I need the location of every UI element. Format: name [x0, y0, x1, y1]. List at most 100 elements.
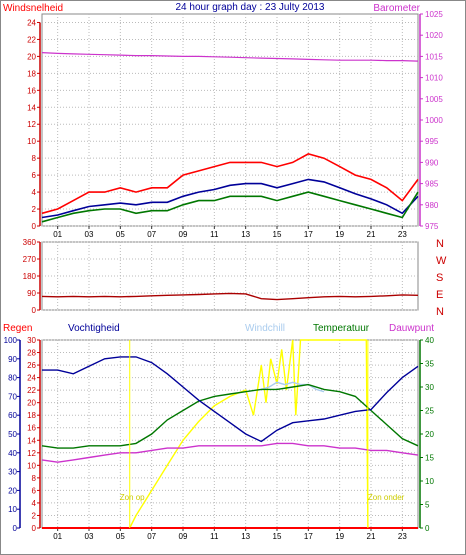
humidity-axis-tick-label: 90 — [8, 355, 17, 364]
direction-left-tick-label: 180 — [23, 272, 37, 281]
temp-right-tick-label: 25 — [425, 407, 434, 416]
wind-left-tick-label: 24 — [27, 18, 36, 27]
temp-right-tick-label: 20 — [425, 430, 434, 439]
temp-right-tick-label: 5 — [425, 501, 430, 510]
solar-line — [129, 339, 369, 529]
wind-left-tick-label: 18 — [27, 69, 36, 78]
dauwpunt-label: Dauwpunt — [389, 323, 434, 334]
temp-left-tick-label: 10 — [27, 461, 36, 470]
vochtigheid-line — [42, 356, 419, 443]
avg-line — [41, 178, 419, 219]
wind-x-tick-label: 05 — [116, 230, 125, 239]
temp-x-tick-label: 19 — [335, 532, 344, 541]
humidity-axis-tick-label: 80 — [8, 374, 17, 383]
wind-x-tick-label: 21 — [367, 230, 376, 239]
humidity-axis-tick-label: 0 — [13, 524, 18, 533]
temp-x-tick-label: 13 — [241, 532, 250, 541]
temp-left-tick-label: 26 — [27, 361, 36, 370]
direction-left-tick-label: 270 — [23, 255, 37, 264]
temp-x-tick-label: 23 — [398, 532, 407, 541]
wind-left-tick-label: 8 — [32, 154, 37, 163]
direction-letter: W — [436, 255, 447, 267]
temp-left-tick-label: 12 — [27, 449, 36, 458]
humidity-axis-tick-label: 40 — [8, 449, 17, 458]
humidity-axis-tick-label: 70 — [8, 392, 17, 401]
temperatuur-line — [41, 383, 419, 449]
windchill-line — [261, 381, 325, 393]
temp-x-tick-label: 15 — [273, 532, 282, 541]
temp-right-tick-label: 10 — [425, 477, 434, 486]
temp-x-tick-label: 21 — [367, 532, 376, 541]
humidity-axis-tick-label: 20 — [8, 486, 17, 495]
wind-x-tick-label: 09 — [179, 230, 188, 239]
direction-letter: N — [436, 306, 444, 318]
wind-x-tick-label: 17 — [304, 230, 313, 239]
direction-left-tick-label: 360 — [23, 238, 37, 247]
temp-x-tick-label: 03 — [85, 532, 94, 541]
temp-x-tick-label: 01 — [53, 532, 62, 541]
regen-label: Regen — [3, 323, 32, 334]
vochtigheid-label: Vochtigheid — [68, 323, 120, 334]
wind-left-tick-label: 2 — [32, 205, 37, 214]
sunset-label: Zon onder — [368, 493, 405, 502]
barometer-line — [41, 52, 419, 62]
sunrise-label: Zon op — [120, 493, 145, 502]
wind-left-tick-label: 6 — [32, 171, 37, 180]
temp-right-tick-label: 15 — [425, 454, 434, 463]
wind-left-tick-label: 12 — [27, 120, 36, 129]
wind-x-tick-label: 03 — [85, 230, 94, 239]
humidity-axis-tick-label: 50 — [8, 430, 17, 439]
wind-x-tick-label: 07 — [147, 230, 156, 239]
temp-left-tick-label: 24 — [27, 374, 36, 383]
temp-left-tick-label: 8 — [32, 474, 37, 483]
wind-right-tick-label: 1000 — [425, 116, 443, 125]
wind-left-tick-label: 4 — [32, 188, 37, 197]
wind-right-tick-label: 1020 — [425, 31, 443, 40]
temp-right-tick-label: 30 — [425, 383, 434, 392]
humidity-axis-tick-label: 100 — [4, 336, 18, 345]
windchill-label: Windchill — [245, 323, 285, 334]
wind-left-tick-label: 10 — [27, 137, 36, 146]
humidity-axis-tick-label: 60 — [8, 411, 17, 420]
wind-right-tick-label: 1010 — [425, 74, 443, 83]
wind-line — [41, 191, 419, 223]
chart-panels: 01 03 05 07 09 11 13 15 17 19 21 230246810121416182… — [4, 10, 444, 541]
temp-right-tick-label: 0 — [425, 524, 430, 533]
temp-x-tick-label: 11 — [210, 532, 219, 541]
gust-line — [41, 153, 419, 215]
direction-line — [41, 292, 419, 301]
wind-right-tick-label: 1015 — [425, 52, 443, 61]
humidity-axis-tick-label: 10 — [8, 505, 17, 514]
wind-x-tick-label: 01 — [53, 230, 62, 239]
humidity-axis-tick-label: 30 — [8, 468, 17, 477]
temp-left-tick-label: 4 — [32, 499, 37, 508]
temp-left-tick-label: 20 — [27, 399, 36, 408]
temp-x-tick-label: 05 — [116, 532, 125, 541]
wind-right-tick-label: 1005 — [425, 95, 443, 104]
direction-letter: S — [436, 272, 443, 284]
temp-left-tick-label: 28 — [27, 349, 36, 358]
wind-right-tick-label: 995 — [425, 137, 439, 146]
temp-x-tick-label: 17 — [304, 532, 313, 541]
windsnelheid-label: Windsnelheid — [3, 3, 63, 14]
wind-right-tick-label: 990 — [425, 158, 439, 167]
wind-right-tick-label: 1025 — [425, 10, 443, 19]
temp-left-tick-label: 6 — [32, 486, 37, 495]
temp-right-tick-label: 40 — [425, 336, 434, 345]
wind-right-tick-label: 980 — [425, 201, 439, 210]
wind-left-tick-label: 20 — [27, 52, 36, 61]
dauwpunt-line — [41, 442, 419, 463]
temp-x-tick-label: 09 — [179, 532, 188, 541]
temp-left-tick-label: 16 — [27, 424, 36, 433]
direction-left-tick-label: 0 — [32, 306, 37, 315]
wind-left-tick-label: 22 — [27, 35, 36, 44]
wind-x-tick-label: 23 — [398, 230, 407, 239]
wind-x-tick-label: 11 — [210, 230, 219, 239]
wind-left-tick-label: 0 — [32, 222, 37, 231]
wind-right-tick-label: 975 — [425, 222, 439, 231]
direction-left-tick-label: 90 — [27, 289, 36, 298]
chart-title: 24 hour graph day : 23 Julty 2013 — [176, 2, 325, 13]
wind-panel-frame — [41, 13, 419, 227]
